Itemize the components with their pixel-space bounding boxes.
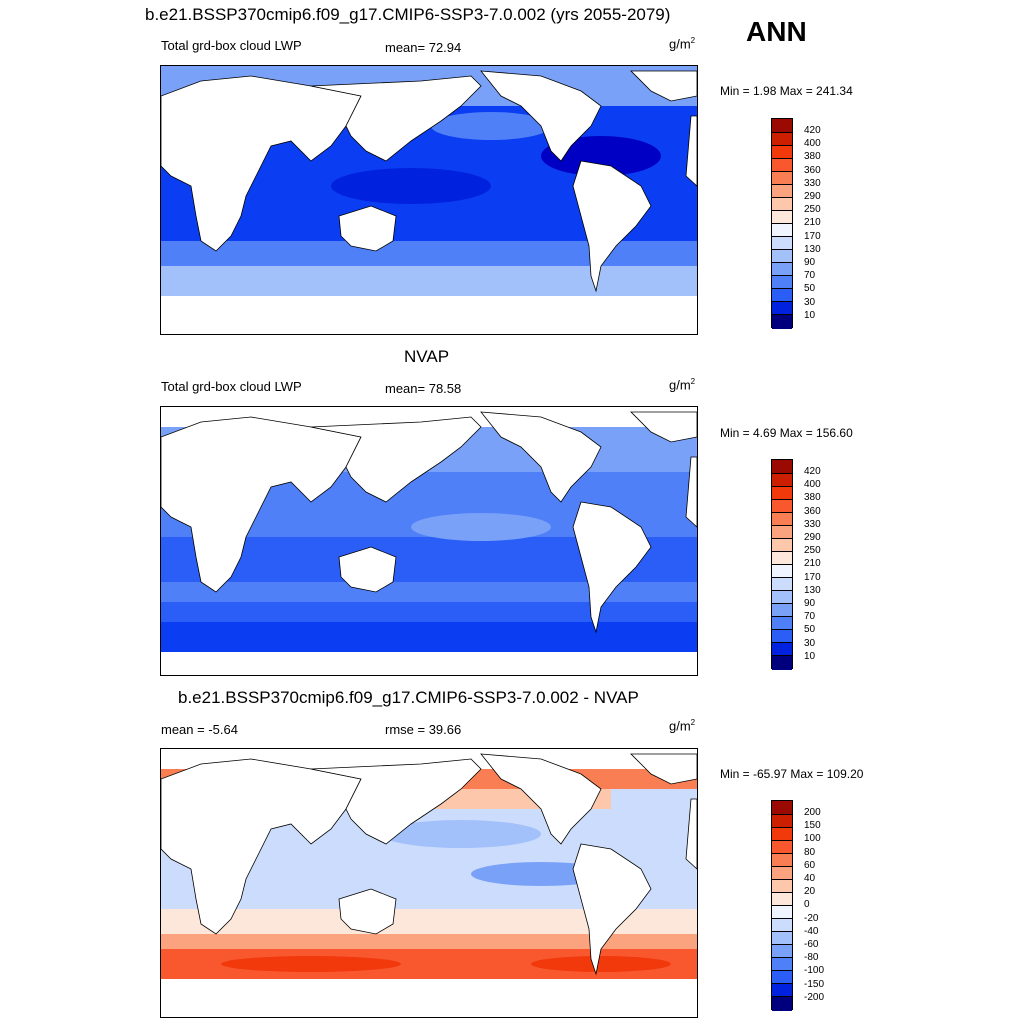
panel3-level-label: 80	[804, 846, 816, 858]
panel1-level-label: 50	[804, 283, 816, 295]
panel3-level-label: 100	[804, 833, 821, 845]
panel2-level-label: 400	[804, 479, 821, 491]
panel1-level-label: 420	[804, 125, 821, 136]
panel2-level-label: 30	[804, 637, 816, 649]
panel1-level-label: 30	[804, 296, 816, 308]
panel2-level-label: 250	[804, 545, 821, 557]
panel1-level-label: 90	[804, 257, 816, 268]
panel3-level-label: -40	[804, 925, 819, 937]
panel3-level-label: 0	[804, 899, 810, 911]
panel1-level-label: 250	[804, 204, 821, 216]
panel2-map	[160, 406, 698, 676]
panel2-level-label: 290	[804, 532, 821, 543]
panel2-level-label: 210	[804, 558, 821, 570]
panel1-colorbar	[771, 118, 793, 329]
panel1-minmax: Min = 1.98 Max = 241.34	[720, 84, 853, 98]
panel1-level-label: 400	[804, 138, 821, 150]
panel1-level-label: 10	[804, 309, 816, 321]
panel1-variable-label: Total grd-box cloud LWP	[161, 38, 302, 53]
panel2-level-label: 360	[804, 505, 821, 517]
panel3-level-label: 60	[804, 859, 816, 871]
panel3-rmse-label: rmse = 39.66	[385, 722, 462, 737]
panel2-title: NVAP	[404, 347, 450, 366]
panel1-level-label: 330	[804, 177, 821, 189]
panel3-colorbar	[771, 800, 793, 1011]
panel2-mean-label: mean= 78.58	[385, 381, 462, 396]
panel2-variable-label: Total grd-box cloud LWP	[161, 379, 302, 394]
plot-title: b.e21.BSSP370cmip6.f09_g17.CMIP6-SSP3-7.…	[145, 5, 671, 24]
panel1-level-label: 380	[804, 151, 821, 163]
panel3-level-label: 150	[804, 820, 821, 832]
panel2-level-label: 50	[804, 624, 816, 636]
panel1-mean-label: mean= 72.94	[385, 40, 462, 55]
panel2-level-label: 10	[804, 650, 816, 662]
panel3-level-label: -20	[804, 912, 819, 924]
panel2-colorbar	[771, 459, 793, 670]
panel3-level-label: -80	[804, 952, 819, 964]
panel2-minmax: Min = 4.69 Max = 156.60	[720, 426, 853, 440]
panel2-level-label: 380	[804, 492, 821, 504]
panel3-level-label: 40	[804, 873, 816, 884]
panel1-level-label: 360	[804, 164, 821, 176]
panel3-level-label: -200	[804, 991, 825, 1003]
panel1-level-label: 290	[804, 191, 821, 202]
panel3-level-label: 200	[804, 807, 821, 818]
panel2-level-label: 70	[804, 611, 816, 623]
panel2-unit: g/m2	[669, 377, 696, 393]
panel3-unit: g/m2	[669, 718, 696, 734]
panel3-mean-label: mean = -5.64	[161, 722, 238, 737]
panel3-level-label: -150	[804, 978, 825, 990]
season-label: ANN	[746, 16, 807, 47]
panel3-level-label: -100	[804, 965, 825, 977]
panel2-level-label: 130	[804, 584, 821, 596]
panel1-level-label: 170	[804, 230, 821, 242]
panel3-level-label: 20	[804, 886, 816, 898]
panel1-level-label: 210	[804, 217, 821, 229]
panel1-map	[160, 65, 698, 335]
panel3-minmax: Min = -65.97 Max = 109.20	[720, 767, 864, 781]
panel3-title: b.e21.BSSP370cmip6.f09_g17.CMIP6-SSP3-7.…	[178, 688, 639, 707]
panel2-level-label: 170	[804, 571, 821, 583]
panel3-level-label: -60	[804, 939, 819, 950]
panel1-level-label: 70	[804, 270, 816, 282]
panel1-level-label: 130	[804, 243, 821, 255]
panel1-unit: g/m2	[669, 36, 696, 52]
panel2-level-label: 330	[804, 518, 821, 530]
panel3-map	[160, 748, 698, 1018]
panel2-level-label: 420	[804, 466, 821, 477]
panel2-level-label: 90	[804, 598, 816, 609]
